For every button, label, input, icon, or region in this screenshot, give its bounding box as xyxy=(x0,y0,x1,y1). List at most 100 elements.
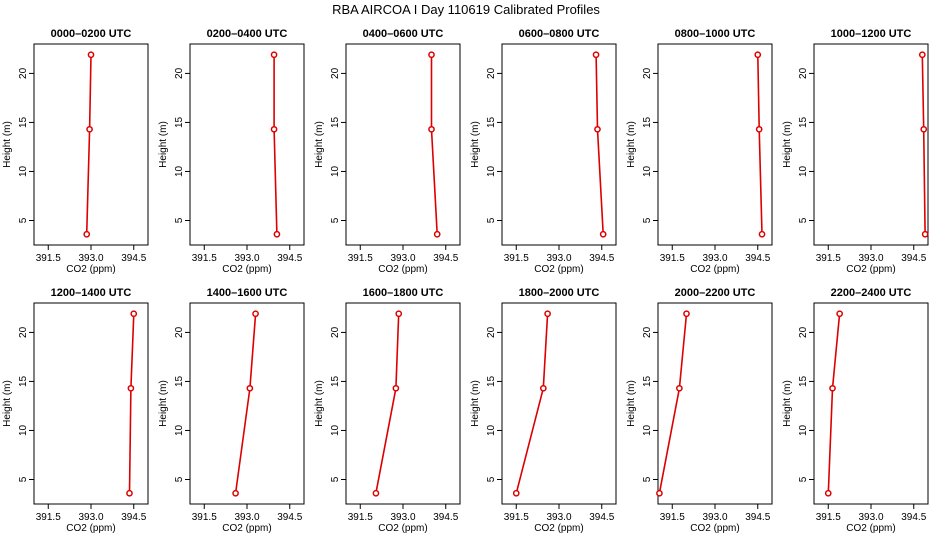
panel-title: 0800–1000 UTC xyxy=(675,28,756,40)
x-axis-label: CO2 (ppm) xyxy=(534,264,583,275)
profile-point xyxy=(836,310,844,318)
y-tick-label: 5 xyxy=(798,476,809,482)
plot-frame xyxy=(189,302,305,505)
x-axis-label: CO2 (ppm) xyxy=(846,264,895,275)
y-tick-label: 10 xyxy=(18,424,29,436)
y-tick-label: 5 xyxy=(642,476,653,482)
y-tick-label: 10 xyxy=(486,424,497,436)
panel-title: 1000–1200 UTC xyxy=(831,28,912,40)
x-tick-label: 393.0 xyxy=(702,512,727,523)
profile-point xyxy=(130,310,138,318)
profile-panel: 1200–1400 UTC 391.5 393.0 394.5 5 10 15 20 CO2 (… xyxy=(2,287,149,534)
y-axis-label: Height (m) xyxy=(470,380,481,427)
profile-point xyxy=(754,51,762,59)
y-tick-label: 20 xyxy=(174,67,185,79)
y-tick-label: 20 xyxy=(174,326,185,338)
y-tick-label: 10 xyxy=(642,424,653,436)
profile-point xyxy=(512,489,520,497)
x-tick-label: 394.5 xyxy=(433,512,458,523)
panel-title: 2000–2200 UTC xyxy=(675,287,756,299)
y-axis-label: Height (m) xyxy=(158,380,169,427)
panel-title: 1200–1400 UTC xyxy=(51,287,132,299)
y-tick-label: 10 xyxy=(174,424,185,436)
x-tick-label: 393.0 xyxy=(390,253,415,264)
profile-point xyxy=(86,125,93,133)
x-tick-label: 391.5 xyxy=(660,512,685,523)
x-tick-label: 393.0 xyxy=(546,253,571,264)
panel-title: 0400–0600 UTC xyxy=(363,28,444,40)
x-tick-label: 391.5 xyxy=(192,512,217,523)
profile-point xyxy=(755,125,763,133)
plot-frame xyxy=(189,43,305,246)
y-tick-label: 15 xyxy=(330,375,341,387)
y-tick-label: 15 xyxy=(486,375,497,387)
x-tick-label: 393.0 xyxy=(546,512,571,523)
y-axis-label: Height (m) xyxy=(782,380,793,427)
panel-title: 1800–2000 UTC xyxy=(519,287,600,299)
x-tick-label: 394.5 xyxy=(901,253,926,264)
y-axis-label: Height (m) xyxy=(626,380,637,427)
y-axis-label: Height (m) xyxy=(314,380,325,427)
profile-point xyxy=(920,125,928,133)
profile-point xyxy=(428,125,435,133)
profile-point xyxy=(395,310,403,318)
x-tick-label: 393.0 xyxy=(858,253,883,264)
profile-line xyxy=(128,313,135,494)
profile-point xyxy=(246,384,254,392)
y-tick-label: 15 xyxy=(18,116,29,128)
profile-point xyxy=(539,384,547,392)
x-tick-label: 391.5 xyxy=(816,253,841,264)
profile-panel: 0200–0400 UTC 391.5 393.0 394.5 5 10 15 20 CO2 (… xyxy=(158,28,305,275)
x-tick-label: 394.5 xyxy=(901,512,926,523)
x-axis-label: CO2 (ppm) xyxy=(846,523,895,534)
panel-title: 0000–0200 UTC xyxy=(51,28,132,40)
y-tick-label: 20 xyxy=(798,326,809,338)
x-tick-label: 394.5 xyxy=(121,512,146,523)
y-tick-label: 20 xyxy=(798,67,809,79)
profile-point xyxy=(544,310,551,318)
profile-point xyxy=(372,489,380,497)
profile-panel: 1400–1600 UTC 391.5 393.0 394.5 5 10 15 20 CO2 (… xyxy=(158,287,305,534)
profile-point xyxy=(829,384,836,392)
profile-line xyxy=(85,54,92,235)
profile-point xyxy=(918,51,926,59)
y-tick-label: 15 xyxy=(486,116,497,128)
profile-point xyxy=(758,230,766,238)
profile-line xyxy=(234,313,257,494)
profile-point xyxy=(428,51,435,59)
main-title: RBA AIRCOA I Day 110619 Calibrated Profi… xyxy=(332,2,600,17)
x-tick-label: 393.0 xyxy=(702,253,727,264)
y-axis-label: Height (m) xyxy=(2,121,13,168)
x-tick-label: 393.0 xyxy=(234,253,259,264)
x-tick-label: 394.5 xyxy=(745,512,770,523)
x-tick-label: 391.5 xyxy=(504,512,529,523)
profile-point xyxy=(270,51,278,59)
y-tick-label: 20 xyxy=(330,326,341,338)
y-tick-label: 10 xyxy=(18,165,29,177)
x-axis-label: CO2 (ppm) xyxy=(534,523,583,534)
profile-point xyxy=(270,125,278,133)
profile-panel: 0000–0200 UTC 391.5 393.0 394.5 5 10 15 20 CO2 (… xyxy=(2,28,149,275)
y-tick-label: 20 xyxy=(486,326,497,338)
y-tick-label: 15 xyxy=(798,375,809,387)
profile-panel: 1000–1200 UTC 391.5 393.0 394.5 5 10 15 20 CO2 (… xyxy=(782,28,929,275)
y-axis-label: Height (m) xyxy=(626,121,637,168)
profile-point xyxy=(273,230,281,238)
panel-title: 1600–1800 UTC xyxy=(363,287,444,299)
x-tick-label: 391.5 xyxy=(36,512,61,523)
y-axis-label: Height (m) xyxy=(314,121,325,168)
x-tick-label: 391.5 xyxy=(816,512,841,523)
plot-frame xyxy=(501,302,617,505)
x-tick-label: 391.5 xyxy=(348,512,373,523)
y-axis-label: Height (m) xyxy=(470,121,481,168)
y-tick-label: 10 xyxy=(330,165,341,177)
profile-panel: 2000–2200 UTC 391.5 393.0 394.5 5 10 15 20 CO2 (… xyxy=(626,287,773,534)
y-tick-label: 15 xyxy=(330,116,341,128)
x-tick-label: 393.0 xyxy=(78,512,103,523)
y-tick-label: 5 xyxy=(330,217,341,223)
y-tick-label: 5 xyxy=(642,217,653,223)
profile-point xyxy=(683,310,690,318)
profile-point xyxy=(656,489,663,497)
y-tick-label: 15 xyxy=(798,116,809,128)
x-tick-label: 391.5 xyxy=(660,253,685,264)
